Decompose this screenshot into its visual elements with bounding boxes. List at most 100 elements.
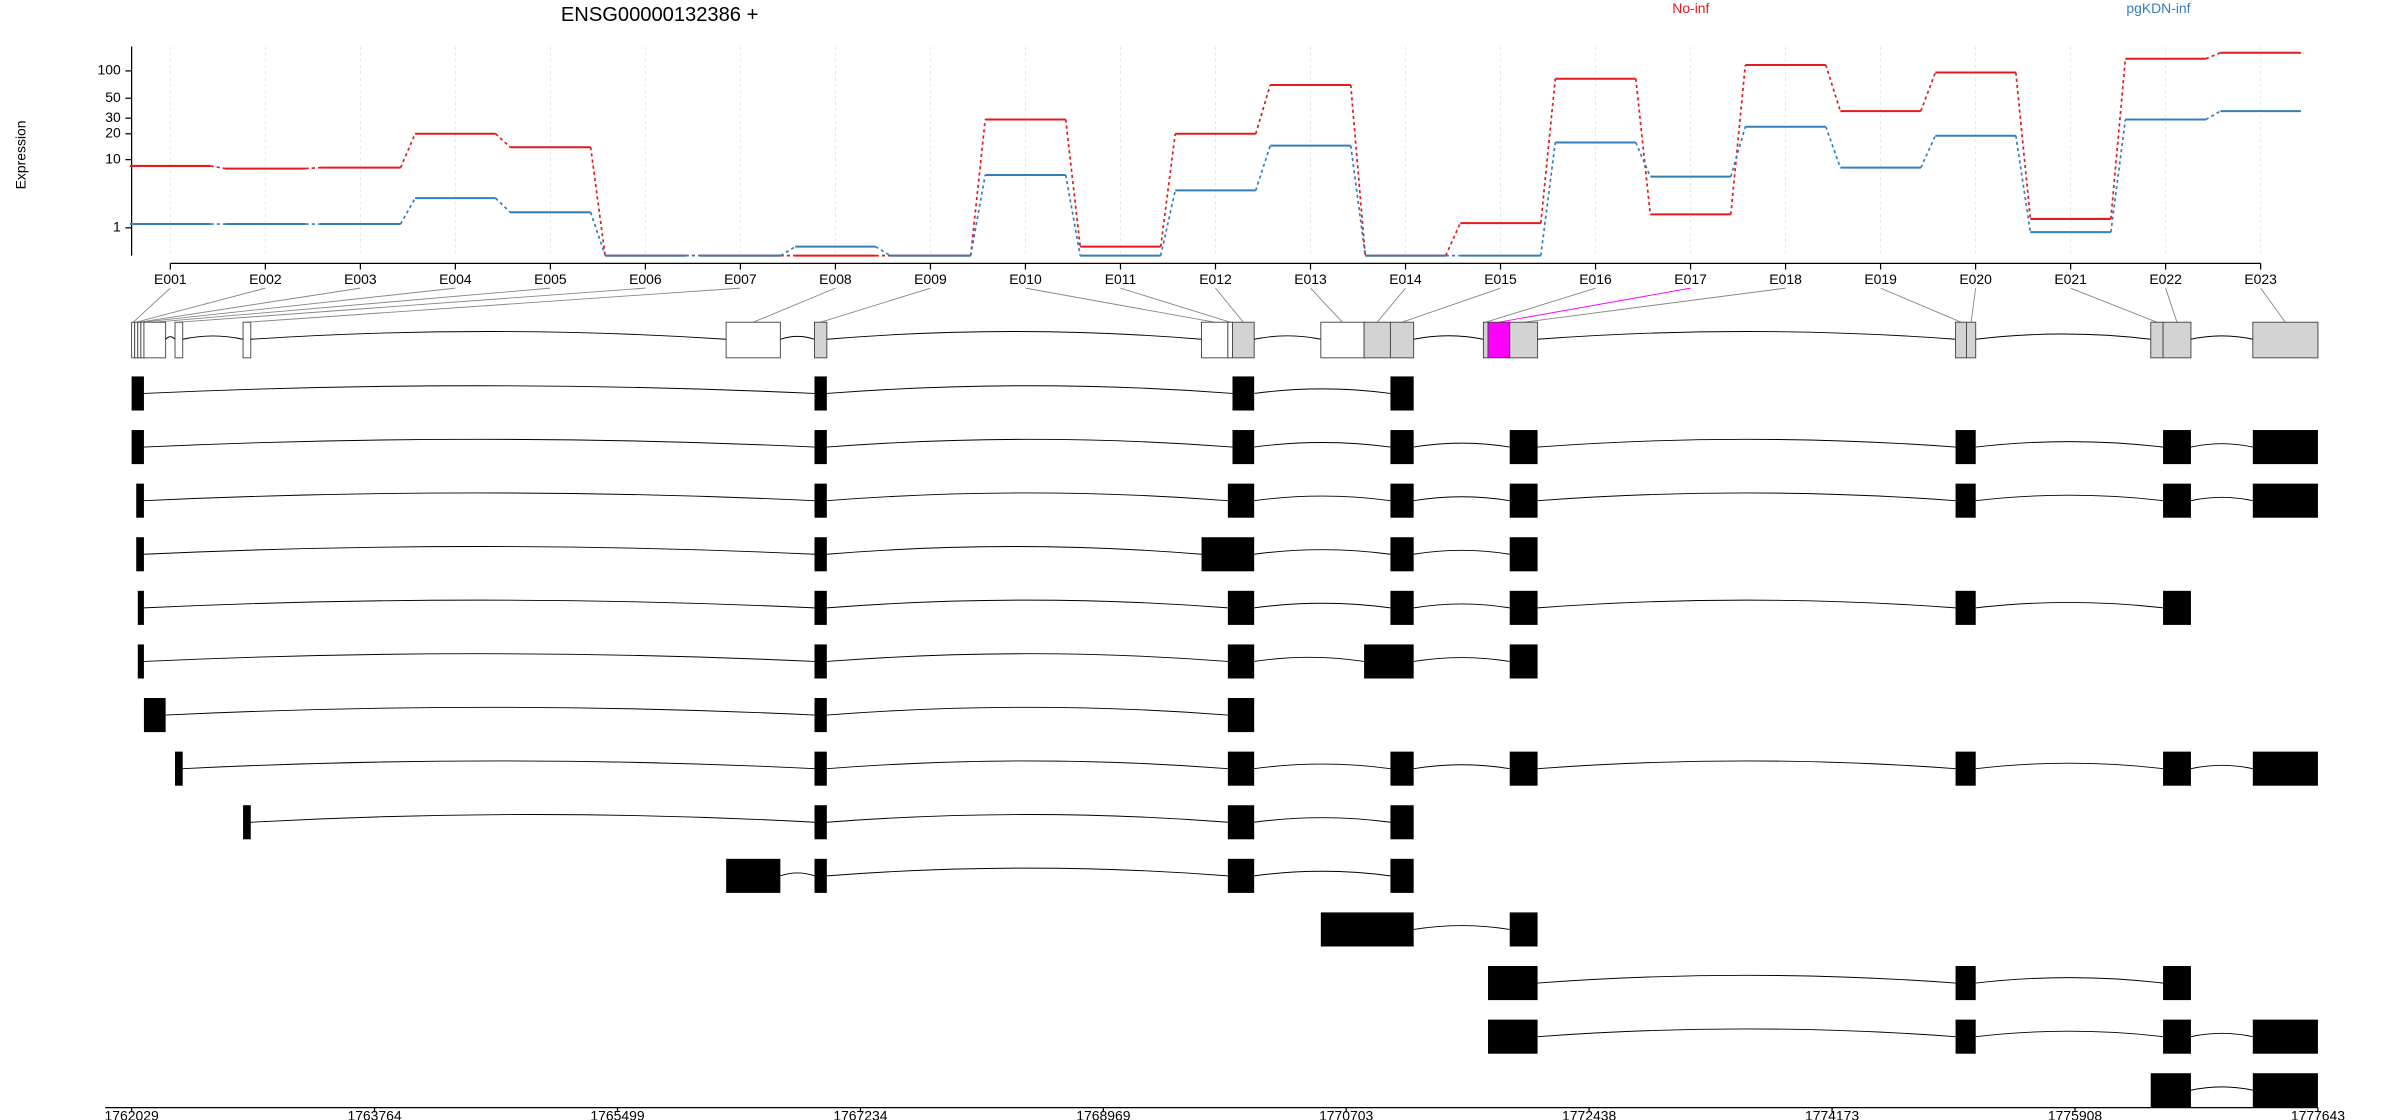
bin-connector bbox=[1498, 287, 1691, 323]
series-connector bbox=[1729, 126, 1747, 177]
y-tick-label: 1 bbox=[113, 219, 121, 235]
exon-bin bbox=[143, 321, 167, 359]
bin-connector bbox=[1401, 287, 1501, 323]
genomic-tick-label: 1765499 bbox=[590, 1108, 644, 1120]
bin-connector bbox=[1215, 287, 1244, 323]
transcript-exon bbox=[137, 590, 144, 625]
x-tick-label: E012 bbox=[1199, 271, 1232, 287]
intron bbox=[143, 438, 815, 448]
series-connector bbox=[1254, 145, 1272, 191]
bin-connector bbox=[2070, 287, 2158, 323]
bin-connector bbox=[1310, 287, 1343, 323]
series-connector bbox=[875, 245, 891, 257]
genomic-tick-label: 1774173 bbox=[1805, 1108, 1859, 1120]
exon-bin bbox=[1955, 321, 1967, 359]
y-tick-label: 30 bbox=[105, 109, 121, 125]
series-connector bbox=[2110, 58, 2127, 220]
exon-bin bbox=[814, 321, 828, 359]
series-connector bbox=[1159, 133, 1177, 247]
transcript-exon bbox=[1955, 1019, 1976, 1054]
intron bbox=[1537, 974, 1956, 984]
intron bbox=[1413, 657, 1510, 662]
transcript-exon bbox=[1509, 590, 1538, 625]
genomic-tick-label: 1767234 bbox=[833, 1108, 887, 1120]
intron bbox=[1254, 388, 1391, 394]
transcript-exon bbox=[1509, 483, 1538, 518]
bin-connector bbox=[132, 287, 171, 323]
intron bbox=[250, 331, 727, 340]
intron bbox=[1254, 817, 1391, 823]
intron bbox=[780, 335, 815, 340]
intron bbox=[2190, 496, 2253, 502]
transcript-exon bbox=[814, 430, 827, 465]
transcript-exon bbox=[1390, 537, 1414, 572]
transcript-exon bbox=[814, 751, 827, 786]
exon-bin bbox=[1389, 321, 1415, 359]
intron bbox=[1413, 335, 1484, 340]
transcript-exon bbox=[1232, 376, 1255, 411]
transcript-exon bbox=[1955, 430, 1976, 465]
bin-connector bbox=[1970, 288, 1977, 323]
intron bbox=[2190, 1032, 2253, 1038]
transcript-exon bbox=[136, 483, 144, 518]
transcript-exon bbox=[726, 858, 781, 893]
transcript-exon bbox=[814, 483, 827, 518]
transcript-exon bbox=[814, 858, 827, 893]
x-tick-label: E016 bbox=[1579, 271, 1612, 287]
y-tick-label: 10 bbox=[105, 150, 121, 166]
transcript-exon bbox=[2163, 966, 2191, 1001]
bin-connector bbox=[142, 287, 456, 323]
intron bbox=[826, 438, 1233, 448]
intron bbox=[1254, 442, 1391, 448]
intron bbox=[826, 385, 1233, 394]
series-connector bbox=[495, 197, 511, 213]
transcript-exon bbox=[1227, 858, 1255, 893]
exon-bin bbox=[1227, 321, 1233, 359]
transcript-exon bbox=[1509, 912, 1538, 947]
series-connector bbox=[495, 133, 511, 148]
intron bbox=[1254, 763, 1391, 770]
intron bbox=[826, 546, 1202, 555]
transcript-exon bbox=[131, 376, 144, 411]
exon-bin bbox=[242, 321, 252, 359]
transcript-exon bbox=[2163, 1019, 2191, 1054]
chart-title: ENSG00000132386 + bbox=[561, 4, 758, 26]
intron bbox=[1975, 601, 2164, 609]
series-connector bbox=[210, 165, 226, 170]
transcript-exon bbox=[1227, 751, 1255, 786]
transcript-exon bbox=[2252, 1019, 2318, 1054]
exon-bin bbox=[725, 321, 781, 359]
intron bbox=[1537, 1028, 1956, 1038]
bin-connector bbox=[1120, 287, 1231, 323]
series-connector bbox=[2110, 119, 2127, 233]
transcript-exon bbox=[1232, 430, 1255, 465]
transcript-exon bbox=[1390, 376, 1414, 411]
x-tick-label: E018 bbox=[1769, 271, 1802, 287]
transcript-exon bbox=[1227, 644, 1255, 679]
intron bbox=[165, 706, 815, 716]
transcript-exon bbox=[1390, 805, 1414, 840]
x-tick-label: E003 bbox=[344, 271, 377, 287]
exon-bin bbox=[1509, 321, 1539, 359]
intron bbox=[826, 814, 1228, 823]
intron bbox=[2190, 443, 2253, 448]
bin-connector bbox=[1025, 287, 1215, 323]
transcript-exon bbox=[1390, 430, 1414, 465]
series-connector bbox=[780, 245, 796, 257]
transcript-exon bbox=[2163, 590, 2191, 625]
exon-bin bbox=[1966, 321, 1977, 359]
intron bbox=[1254, 602, 1391, 609]
series-connector bbox=[1254, 84, 1272, 135]
x-tick-label: E008 bbox=[819, 271, 852, 287]
x-tick-label: E005 bbox=[534, 271, 567, 287]
transcript-exon bbox=[136, 537, 144, 572]
x-tick-label: E021 bbox=[2054, 271, 2087, 287]
intron bbox=[1975, 1030, 2164, 1038]
series-connector bbox=[1634, 78, 1652, 215]
genomic-tick-label: 1768969 bbox=[1076, 1108, 1130, 1120]
transcript-exon bbox=[243, 805, 251, 840]
exon-bin bbox=[2162, 321, 2192, 359]
transcript-exon bbox=[814, 376, 827, 411]
intron bbox=[1413, 496, 1510, 502]
